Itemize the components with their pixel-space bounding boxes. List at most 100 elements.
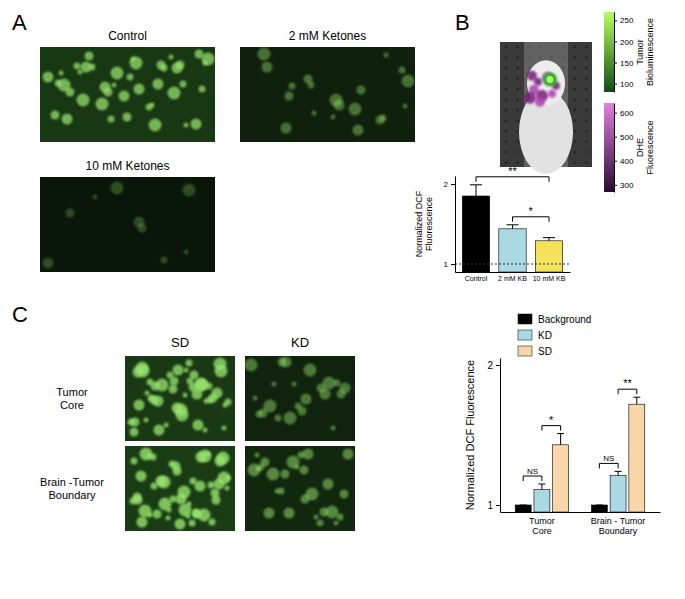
micrograph-cell bbox=[304, 364, 317, 377]
y-tick: 2 bbox=[444, 180, 455, 189]
micrograph-cell bbox=[77, 94, 90, 107]
y-tick-mark bbox=[451, 184, 455, 185]
image-title: Control bbox=[108, 29, 147, 43]
stage-hole bbox=[574, 88, 576, 90]
micrograph-background bbox=[240, 47, 415, 142]
colorbar-tick: 150 bbox=[614, 59, 634, 68]
legend-swatch bbox=[518, 346, 532, 356]
micrograph-cell bbox=[211, 489, 220, 498]
micrograph-cell bbox=[153, 510, 162, 519]
micrograph-cell bbox=[130, 498, 137, 505]
x-axis: TumorCore Brain - TumorBoundary bbox=[501, 513, 661, 537]
x-tick: TumorCore bbox=[529, 516, 555, 536]
significance-label: NS bbox=[527, 467, 538, 476]
stage-hole bbox=[585, 67, 587, 69]
micrograph-cell bbox=[127, 74, 134, 81]
stage-hole bbox=[516, 56, 518, 58]
micrograph-cell bbox=[262, 62, 273, 73]
micrograph-cell bbox=[167, 372, 174, 379]
stage-hole bbox=[574, 161, 576, 163]
text-line: Bioluminescence bbox=[645, 18, 655, 86]
stage-hole bbox=[585, 161, 587, 163]
bar-chart: 12TumorCoreBrain - TumorBoundaryNormaliz… bbox=[464, 314, 661, 536]
bar bbox=[629, 404, 645, 512]
stage-hole bbox=[505, 77, 507, 79]
error-bar bbox=[615, 471, 622, 475]
colorbar-axis: 100150200250 bbox=[614, 13, 634, 93]
micrograph-cell bbox=[349, 103, 362, 116]
colorbar-tick: 400 bbox=[614, 157, 634, 166]
micrograph-cell bbox=[136, 471, 147, 482]
micrograph-cell bbox=[158, 476, 171, 489]
micrograph-cell bbox=[169, 55, 174, 60]
x-axis-line bbox=[501, 512, 661, 513]
micrograph-cell bbox=[275, 489, 280, 494]
micrograph-cell bbox=[159, 498, 172, 511]
legend: BackgroundKDSD bbox=[518, 314, 591, 357]
stage-hole bbox=[516, 109, 518, 111]
legend-swatch bbox=[518, 314, 532, 324]
x-tick-label: Control bbox=[465, 275, 488, 282]
stage-hole bbox=[505, 109, 507, 111]
micrograph-cell bbox=[196, 452, 207, 463]
colorbar-axis-line bbox=[614, 13, 615, 93]
micrograph-cell bbox=[343, 449, 354, 460]
micrograph-cell bbox=[74, 63, 81, 70]
colorbar-tick: 250 bbox=[614, 16, 634, 25]
colorbar-tick-label: 150 bbox=[620, 59, 634, 68]
stage-hole bbox=[574, 109, 576, 111]
colorbar-tick-mark bbox=[614, 113, 617, 114]
micrograph-cell bbox=[204, 399, 209, 404]
bar bbox=[462, 196, 489, 272]
legend-label: KD bbox=[538, 330, 552, 341]
tumor-signal bbox=[543, 73, 557, 87]
micrograph-glow bbox=[125, 356, 235, 441]
micrograph-cell bbox=[85, 52, 94, 61]
y-tick-mark bbox=[496, 505, 500, 506]
colorbar-tick: 100 bbox=[614, 80, 634, 89]
significance-bracket bbox=[618, 389, 637, 394]
y-tick: 1 bbox=[487, 500, 500, 511]
micrograph-cell bbox=[145, 391, 150, 396]
text-line: Tumor bbox=[56, 386, 88, 398]
significance-label: * bbox=[549, 414, 554, 426]
x-tick-label: Brain - TumorBoundary bbox=[591, 516, 646, 536]
micrograph-cell bbox=[138, 224, 147, 233]
colorbar-tick-mark bbox=[614, 137, 617, 138]
stage-hole bbox=[574, 140, 576, 142]
micrograph-cell bbox=[66, 88, 75, 97]
micrograph-cell bbox=[134, 400, 145, 411]
micrograph-cell bbox=[334, 521, 339, 526]
x-axis-line bbox=[456, 272, 571, 273]
dhe-signal bbox=[524, 92, 536, 104]
colorbar-tick-label: 100 bbox=[620, 80, 634, 89]
micrograph-cell bbox=[59, 71, 64, 76]
micrograph bbox=[240, 47, 415, 142]
plot-area bbox=[515, 397, 645, 512]
micrograph-cell bbox=[206, 452, 211, 457]
micrograph-cell bbox=[169, 385, 178, 394]
micrograph-cell bbox=[175, 519, 186, 530]
error-bar bbox=[557, 434, 564, 445]
stage-hole bbox=[585, 77, 587, 79]
micrograph-cell bbox=[284, 508, 295, 519]
stage-hole bbox=[516, 151, 518, 153]
micrograph-cell bbox=[281, 470, 290, 479]
y-axis-line bbox=[455, 177, 456, 273]
colorbar-tick-mark bbox=[614, 41, 617, 42]
stage-hole bbox=[505, 98, 507, 100]
stage-hole bbox=[505, 140, 507, 142]
micrograph-cell bbox=[295, 403, 302, 410]
micrograph-glow bbox=[40, 177, 215, 272]
micrograph-cell bbox=[256, 411, 263, 418]
stage-hole bbox=[516, 161, 518, 163]
micrograph-cell bbox=[331, 115, 336, 120]
micrograph-cell bbox=[225, 399, 232, 406]
micrograph-cell bbox=[62, 114, 73, 125]
micrograph-cell bbox=[301, 394, 312, 405]
error-bar bbox=[633, 397, 640, 404]
micrograph-cell bbox=[186, 360, 193, 367]
panel-letter: A bbox=[12, 10, 27, 35]
micrograph-cell bbox=[191, 119, 202, 130]
micrograph-cell bbox=[380, 115, 387, 122]
